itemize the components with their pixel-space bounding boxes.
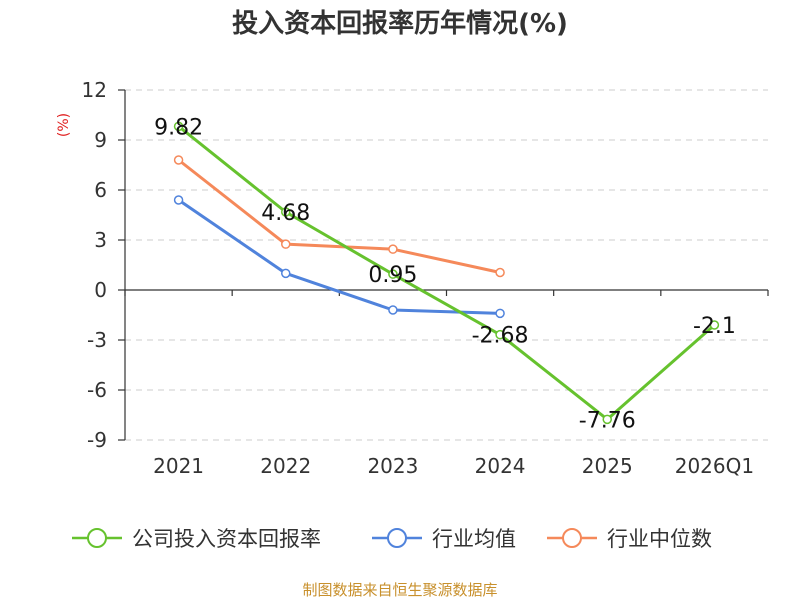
data-label: -2.1 bbox=[693, 314, 736, 339]
legend-label-company: 公司投入资本回报率 bbox=[132, 527, 321, 551]
data-label: -2.68 bbox=[472, 324, 529, 349]
data-label: 9.82 bbox=[154, 115, 203, 140]
x-tick-label: 2025 bbox=[582, 454, 633, 478]
data-point-company bbox=[281, 207, 291, 217]
y-tick-label: 9 bbox=[94, 128, 107, 152]
data-point-industry_median bbox=[388, 244, 398, 254]
data-point-company bbox=[173, 121, 184, 132]
y-tick-label: 12 bbox=[82, 78, 107, 102]
grid-layer bbox=[125, 89, 768, 441]
y-axis-label: (%) bbox=[56, 113, 72, 137]
chart-title: 投入资本回报率历年情况(%) bbox=[232, 8, 568, 39]
data-point-industry_median bbox=[495, 267, 505, 278]
x-tick-label: 2022 bbox=[260, 454, 311, 478]
data-point-industry_avg bbox=[388, 305, 398, 315]
legend-marker-company bbox=[87, 528, 107, 548]
data-label: -7.76 bbox=[579, 408, 636, 433]
legend-label-industry_avg: 行业均值 bbox=[432, 527, 516, 551]
series-line-company bbox=[177, 125, 716, 421]
data-point-industry_median bbox=[173, 155, 184, 165]
x-tick-label: 2026Q1 bbox=[675, 454, 754, 478]
data-label: 0.95 bbox=[368, 263, 417, 288]
x-tick-label: 2023 bbox=[367, 454, 418, 478]
legend-marker-industry_avg bbox=[387, 528, 407, 548]
data-label: 4.68 bbox=[261, 201, 310, 226]
series-line-industry_avg bbox=[177, 198, 501, 315]
source-note: 制图数据来自恒生聚源数据库 bbox=[302, 581, 497, 599]
y-tick-label: 6 bbox=[94, 178, 107, 202]
y-tick-label: 3 bbox=[94, 228, 107, 252]
data-point-company bbox=[709, 320, 720, 330]
series-line-industry_median bbox=[177, 158, 501, 274]
x-tick-label: 2021 bbox=[153, 454, 204, 478]
legend: 公司投入资本回报率 行业均值 行业中位数 bbox=[72, 527, 712, 551]
data-point-industry_avg bbox=[173, 195, 184, 205]
y-tick-label: -3 bbox=[87, 328, 107, 352]
x-tick-label: 2024 bbox=[475, 454, 526, 478]
data-point-industry_avg bbox=[495, 308, 505, 319]
y-tick-label: -9 bbox=[87, 428, 107, 452]
legend-marker-industry_median bbox=[562, 528, 582, 548]
data-point-industry_avg bbox=[281, 268, 291, 279]
series-layer bbox=[173, 121, 720, 425]
data-point-company bbox=[388, 269, 398, 279]
data-point-company bbox=[495, 329, 505, 340]
y-tick-label: 0 bbox=[94, 278, 107, 302]
data-point-industry_median bbox=[281, 239, 291, 249]
axis-layer: 12 9 6 3 0 -3 -6 -9 2021 2022 2023 2024 2025 2026Q1 bbox=[82, 78, 769, 478]
data-label-layer: 9.82 4.68 0.95 -2.68 -7.76 -2.1 bbox=[154, 115, 736, 433]
y-tick-label: -6 bbox=[87, 378, 107, 402]
data-point-company bbox=[602, 414, 612, 425]
legend-label-industry_median: 行业中位数 bbox=[607, 527, 712, 551]
